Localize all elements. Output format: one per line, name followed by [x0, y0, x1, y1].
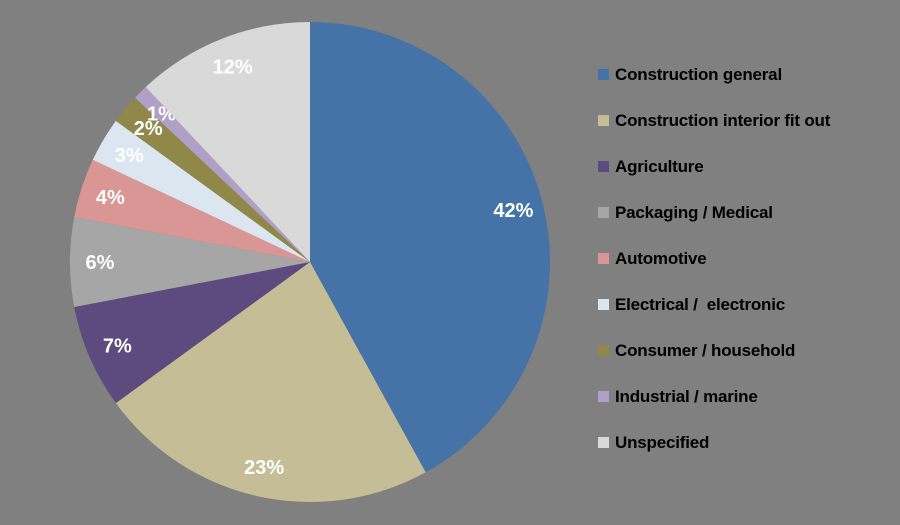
pie-data-label-packaging-medical: 6% [86, 252, 115, 274]
legend-label: Consumer / household [615, 341, 796, 360]
legend-swatch-icon [598, 345, 609, 356]
pie-slice-construction-interior-fit-out [115, 262, 426, 502]
pie-slice-consumer-household [115, 97, 310, 263]
pie-data-label-construction-general: 42% [493, 200, 533, 222]
pie-slice-automotive [74, 159, 310, 262]
pie-slice-agriculture [74, 262, 310, 404]
pie-slice-electrical-electronic [92, 120, 310, 263]
legend-swatch-icon [598, 253, 609, 264]
legend-swatch-icon [598, 161, 609, 172]
legend-item-industrial-marine: Industrial / marine [598, 386, 830, 407]
pie-data-label-consumer-household: 2% [134, 118, 163, 140]
legend-item-automotive: Automotive [598, 248, 830, 269]
legend-label: Electrical / electronic [615, 295, 786, 314]
legend-swatch-icon [598, 207, 609, 218]
pie-data-label-automotive: 4% [96, 187, 125, 209]
legend-swatch-icon [598, 299, 609, 310]
pie-slice-unspecified [145, 22, 310, 262]
legend-item-construction-interior-fit-out: Construction interior fit out [598, 110, 830, 131]
pie-data-label-agriculture: 7% [103, 335, 132, 357]
pie-slice-construction-general [310, 22, 550, 473]
legend-label: Industrial / marine [615, 387, 758, 406]
legend-item-consumer-household: Consumer / household [598, 340, 830, 361]
legend-swatch-icon [598, 115, 609, 126]
pie-slice-industrial-marine [135, 87, 310, 262]
legend-item-electrical-electronic: Electrical / electronic [598, 294, 830, 315]
legend-swatch-icon [598, 391, 609, 402]
legend-label: Construction interior fit out [615, 111, 831, 130]
legend-label: Construction general [615, 65, 782, 84]
pie-data-label-construction-interior-fit-out: 23% [244, 457, 284, 479]
legend-label: Unspecified [615, 433, 710, 452]
pie-slice-packaging-medical [69, 217, 310, 307]
pie-data-label-unspecified: 12% [213, 57, 253, 79]
pie-data-label-electrical-electronic: 3% [115, 145, 144, 167]
legend-item-construction-general: Construction general [598, 64, 830, 85]
legend-swatch-icon [598, 437, 609, 448]
legend-item-unspecified: Unspecified [598, 432, 830, 453]
legend-label: Packaging / Medical [615, 203, 773, 222]
legend-item-agriculture: Agriculture [598, 156, 830, 177]
legend-item-packaging-medical: Packaging / Medical [598, 202, 830, 223]
legend: Construction general Construction interio… [598, 64, 830, 478]
legend-label: Automotive [615, 249, 707, 268]
legend-swatch-icon [598, 69, 609, 80]
legend-label: Agriculture [615, 157, 704, 176]
